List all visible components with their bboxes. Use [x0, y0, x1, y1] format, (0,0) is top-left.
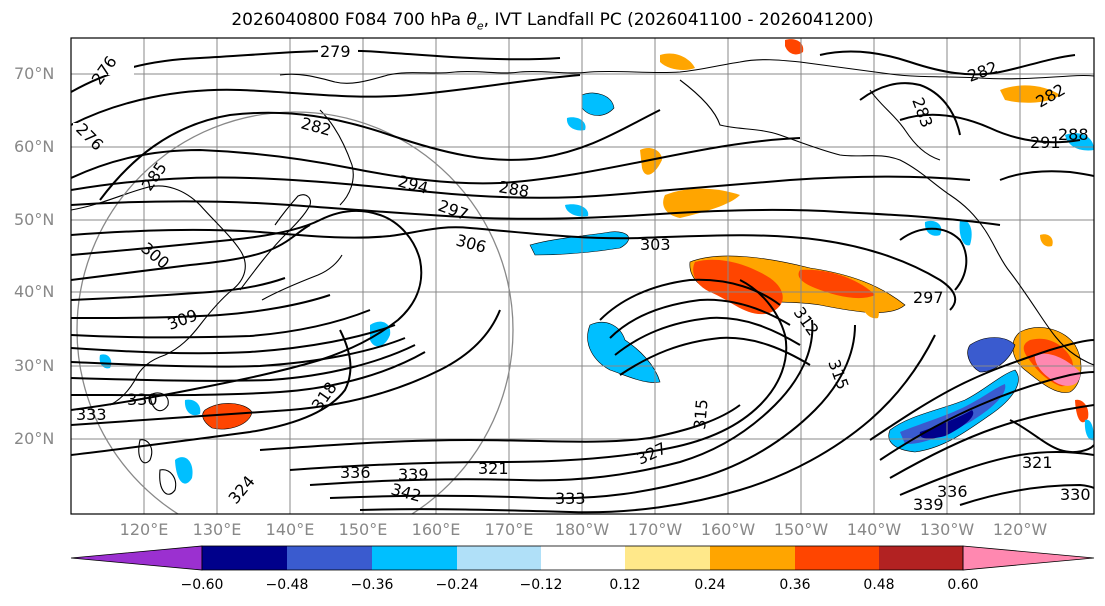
contour-label: 321 — [1022, 453, 1053, 472]
lon-label: 160°E — [411, 520, 461, 539]
contour-label: 333 — [555, 489, 586, 508]
contour-label: 288 — [1058, 125, 1089, 144]
contour-label: 321 — [478, 459, 509, 478]
contour-label: 330 — [127, 390, 158, 409]
colorbar-segment — [541, 546, 625, 570]
contour-label: 303 — [640, 235, 671, 254]
colorbar-segment — [879, 546, 963, 570]
contour-label: 330 — [1060, 485, 1091, 504]
contour-label: 336 — [340, 463, 371, 482]
colorbar-segment — [962, 545, 1095, 571]
contour-label: 336 — [937, 482, 968, 501]
colorbar-tick-label: −0.48 — [265, 577, 309, 593]
colorbar-segment — [625, 546, 710, 570]
colorbar-tick-label: −0.36 — [350, 577, 394, 593]
coastlines — [71, 59, 1094, 495]
contour-label: 315 — [690, 398, 712, 430]
lon-label: 150°E — [338, 520, 388, 539]
lat-label: 60°N — [14, 137, 55, 156]
lon-label: 130°W — [919, 520, 975, 539]
map-area: 276 276 279 282 285 288 291 288 294 297 … — [71, 38, 1094, 514]
contour-label: 333 — [76, 405, 107, 424]
lon-label: 120°W — [992, 520, 1048, 539]
domain-circle — [76, 111, 514, 514]
colorbar-tick-label: −0.60 — [180, 577, 224, 593]
lon-label: 170°W — [627, 520, 683, 539]
colorbar — [70, 545, 1095, 571]
colorbar-segment — [202, 546, 287, 570]
lon-label: 140°E — [265, 520, 315, 539]
positive-anomaly-shading — [202, 39, 1089, 430]
chart-title: 2026040800 F084 700 hPa θe, IVT Landfall… — [231, 10, 874, 33]
lon-label: 180°W — [554, 520, 610, 539]
contour-label: 339 — [913, 495, 944, 514]
contour-label: 339 — [398, 465, 429, 484]
lat-label: 50°N — [14, 210, 55, 229]
lat-label: 70°N — [14, 64, 55, 83]
colorbar-tick-label: 0.12 — [609, 577, 641, 593]
lon-label: 170°E — [484, 520, 534, 539]
contour-label: 279 — [320, 42, 351, 61]
theta-subscript: e — [476, 19, 484, 33]
theta-symbol: θ — [466, 10, 477, 30]
colorbar-segment — [795, 546, 879, 570]
lon-label: 140°W — [846, 520, 902, 539]
contour-label: 297 — [913, 288, 944, 307]
lon-label: 160°W — [700, 520, 756, 539]
colorbar-tick-label: −0.24 — [435, 577, 479, 593]
contour-label: 291 — [1030, 133, 1061, 152]
colorbar-tick-label: 0.24 — [694, 577, 726, 593]
colorbar-segment — [372, 546, 457, 570]
map-frame — [70, 37, 1095, 515]
lon-label: 120°E — [119, 520, 169, 539]
colorbar-tick-label: 0.60 — [947, 577, 979, 593]
lat-label: 30°N — [14, 356, 55, 375]
lon-label: 130°E — [192, 520, 242, 539]
colorbar-segment — [70, 545, 203, 571]
colorbar-tick-label: −0.12 — [519, 577, 563, 593]
theta-e-contours — [71, 49, 1094, 514]
colorbar-segment — [710, 546, 795, 570]
colorbar-segment — [287, 546, 372, 570]
lat-label: 20°N — [14, 429, 55, 448]
lon-label: 150°W — [773, 520, 829, 539]
colorbar-tick-label: 0.36 — [779, 577, 811, 593]
colorbar-segment — [457, 546, 541, 570]
lat-label: 40°N — [14, 282, 55, 301]
colorbar-tick-label: 0.48 — [863, 577, 895, 593]
